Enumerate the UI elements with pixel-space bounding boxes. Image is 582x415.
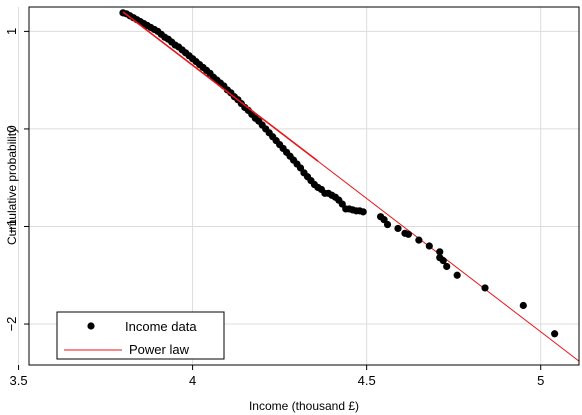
y-axis-title: Cumulative probability — [5, 127, 19, 245]
income-data-point — [394, 224, 402, 233]
x-tick-label: 4.5 — [358, 373, 376, 388]
y-tick-label: 1 — [4, 28, 19, 35]
x-axis-title: Income (thousand £) — [249, 399, 359, 413]
x-tick-label: 5 — [537, 373, 544, 388]
legend-box — [56, 311, 225, 360]
income-data-point — [415, 236, 423, 244]
income-data-point — [551, 330, 559, 338]
income-data-point — [481, 284, 489, 292]
x-axis-ticks: 3.5 4 4.5 5 — [10, 365, 544, 388]
income-data-point — [443, 262, 451, 271]
income-data-point — [359, 208, 367, 216]
income-data-point — [383, 220, 392, 229]
income-data-point — [519, 301, 527, 310]
y-tick-label: 0 — [4, 125, 19, 132]
y-tick-label: −2 — [4, 317, 19, 332]
legend-income-data-label: Income data — [125, 319, 197, 334]
y-axis-ticks: 1 0 −1 −2 — [4, 28, 29, 332]
x-tick-label: 4 — [189, 373, 196, 388]
y-tick-label: −1 — [4, 219, 19, 234]
plot-frame — [28, 6, 580, 366]
income-data-point — [453, 271, 461, 279]
income-data-points-layer — [119, 9, 559, 338]
legend-income-data-marker — [87, 322, 95, 330]
income-data-point — [436, 248, 444, 256]
x-tick-label: 3.5 — [10, 373, 28, 388]
income-data-point — [439, 257, 447, 265]
power-law-line-overlay — [122, 11, 319, 162]
legend: Income data Power law — [56, 311, 225, 360]
income-data-point — [425, 242, 433, 250]
legend-power-law-label: Power law — [129, 342, 190, 357]
income-data-point — [404, 230, 413, 238]
